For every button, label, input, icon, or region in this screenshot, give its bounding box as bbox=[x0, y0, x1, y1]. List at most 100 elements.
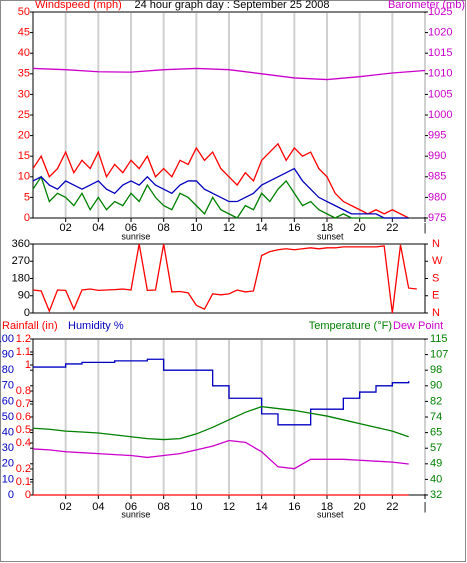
x-tick-label: 14 bbox=[256, 501, 268, 513]
y-tick-label: 80 bbox=[2, 364, 14, 376]
y-tick-label: 5 bbox=[24, 191, 30, 203]
y-tick-label: 1015 bbox=[428, 47, 452, 59]
x-tick-label: 08 bbox=[158, 222, 170, 234]
y-tick-label: 1000 bbox=[428, 109, 452, 121]
y-tick-label: 32 bbox=[430, 489, 442, 501]
y-tick-label: 270 bbox=[12, 255, 30, 267]
y-tick-label: 60 bbox=[2, 395, 14, 407]
y-tick-label: 74 bbox=[430, 411, 442, 423]
y-tick-label: E bbox=[432, 290, 439, 302]
x-tick-label: 08 bbox=[158, 501, 170, 513]
chart-title: 24 hour graph day : September 25 2008 bbox=[134, 0, 329, 11]
y-tick-label: 1.1 bbox=[16, 346, 31, 358]
y-tick-label: 20 bbox=[18, 130, 30, 142]
y-tick-label: 0.1 bbox=[16, 476, 31, 488]
y-tick-label: 980 bbox=[428, 191, 446, 203]
legend-entry: Dew Point bbox=[393, 320, 443, 332]
y-tick-label: 50 bbox=[18, 6, 30, 18]
y-tick-label: S bbox=[432, 272, 439, 284]
y-tick-label: N bbox=[432, 238, 440, 250]
x-tick-label: 12 bbox=[223, 222, 235, 234]
x-tick-label: 10 bbox=[190, 222, 202, 234]
y-tick-label: 0.5 bbox=[16, 424, 31, 436]
y-tick-label: 40 bbox=[2, 427, 14, 439]
y-tick-label: 90 bbox=[2, 349, 14, 361]
x-tick-label: 22 bbox=[386, 501, 398, 513]
y-tick-label: 107 bbox=[430, 349, 448, 361]
series-line bbox=[32, 167, 409, 219]
y-tick-label: 25 bbox=[18, 109, 30, 121]
y-tick-label: 40 bbox=[430, 473, 442, 485]
y-tick-label: 0.7 bbox=[16, 398, 31, 410]
y-tick-label: 0 bbox=[24, 307, 30, 319]
y-tick-label: 1025 bbox=[428, 6, 452, 18]
y-tick-label: 990 bbox=[428, 150, 446, 162]
x-tick-label: 20 bbox=[354, 501, 366, 513]
series-line bbox=[32, 67, 426, 81]
series-line bbox=[32, 406, 409, 441]
x-tick-label: | bbox=[424, 501, 427, 513]
y-tick-label: 57 bbox=[430, 442, 442, 454]
y-tick-label: 82 bbox=[430, 395, 442, 407]
series-line bbox=[32, 175, 409, 219]
y-tick-label: 975 bbox=[428, 212, 446, 224]
y-tick-label: W bbox=[432, 255, 443, 267]
axis-label: Rainfall (in) bbox=[2, 320, 58, 332]
y-tick-label: 20 bbox=[2, 458, 14, 470]
y-tick-label: 1020 bbox=[428, 27, 452, 39]
axis-label: Barometer (mb) bbox=[388, 0, 465, 11]
y-tick-label: 70 bbox=[2, 380, 14, 392]
annotation: sunset bbox=[317, 231, 344, 241]
x-tick-label: 16 bbox=[288, 501, 300, 513]
y-tick-label: 1005 bbox=[428, 88, 452, 100]
y-tick-label: 0.2 bbox=[16, 463, 31, 475]
x-tick-label: 02 bbox=[60, 222, 72, 234]
axis-label: Temperature (°F) bbox=[309, 320, 392, 332]
series-line bbox=[33, 358, 410, 426]
y-tick-label: 50 bbox=[2, 411, 14, 423]
x-tick-label: 04 bbox=[92, 222, 104, 234]
x-tick-label: 10 bbox=[190, 501, 202, 513]
y-tick-label: 45 bbox=[18, 27, 30, 39]
y-tick-label: 0.4 bbox=[16, 437, 31, 449]
y-tick-label: 115 bbox=[430, 333, 448, 345]
x-tick-label: 22 bbox=[386, 222, 398, 234]
x-tick-label: 04 bbox=[92, 501, 104, 513]
y-tick-label: 100 bbox=[0, 333, 14, 345]
y-tick-label: N bbox=[432, 307, 440, 319]
y-tick-label: 0.6 bbox=[16, 411, 31, 423]
y-tick-label: 49 bbox=[430, 458, 442, 470]
annotation: sunrise bbox=[121, 231, 150, 241]
y-tick-label: 0 bbox=[8, 489, 14, 501]
series-line bbox=[32, 142, 409, 219]
y-tick-label: 0 bbox=[24, 212, 30, 224]
x-tick-label: 14 bbox=[256, 222, 268, 234]
y-tick-label: 0 bbox=[25, 489, 31, 501]
x-tick-label: 20 bbox=[354, 222, 366, 234]
x-tick-label: 06 bbox=[125, 222, 137, 234]
y-tick-label: 15 bbox=[18, 150, 30, 162]
series-line bbox=[32, 439, 409, 470]
y-tick-label: 10 bbox=[18, 171, 30, 183]
y-tick-label: 360 bbox=[12, 238, 30, 250]
y-tick-label: 995 bbox=[428, 130, 446, 142]
y-tick-label: 40 bbox=[18, 47, 30, 59]
y-tick-label: 90 bbox=[18, 290, 30, 302]
plot-area bbox=[32, 243, 426, 314]
annotation: sunset bbox=[317, 509, 344, 519]
y-tick-label: 98 bbox=[430, 364, 442, 376]
x-tick-label: 18 bbox=[321, 501, 333, 513]
series-line bbox=[32, 243, 417, 314]
y-tick-label: 90 bbox=[430, 380, 442, 392]
x-tick-label: | bbox=[424, 222, 427, 234]
y-tick-label: 35 bbox=[18, 68, 30, 80]
y-tick-label: 0.8 bbox=[16, 385, 31, 397]
y-tick-label: 1010 bbox=[428, 68, 452, 80]
axis-label: Windspeed (mph) bbox=[35, 0, 122, 11]
y-tick-label: 1 bbox=[25, 359, 31, 371]
y-tick-label: 30 bbox=[18, 88, 30, 100]
annotation: sunrise bbox=[121, 509, 150, 519]
x-tick-label: 18 bbox=[321, 222, 333, 234]
y-tick-label: 65 bbox=[430, 427, 442, 439]
